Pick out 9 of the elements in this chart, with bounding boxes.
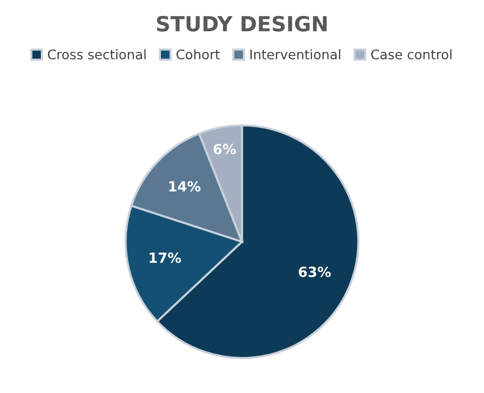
data-label: 14% [169, 181, 201, 192]
legend-label: Cohort [176, 49, 220, 60]
legend-label: Cross sectional [48, 49, 146, 60]
legend-label: Case control [371, 49, 452, 60]
data-label: 17% [150, 252, 181, 263]
legend-label: Interventional [250, 49, 340, 60]
data-label: 6% [214, 144, 236, 154]
data-label: 63% [298, 266, 331, 278]
chart-title: STUDY DESIGN [156, 16, 327, 32]
